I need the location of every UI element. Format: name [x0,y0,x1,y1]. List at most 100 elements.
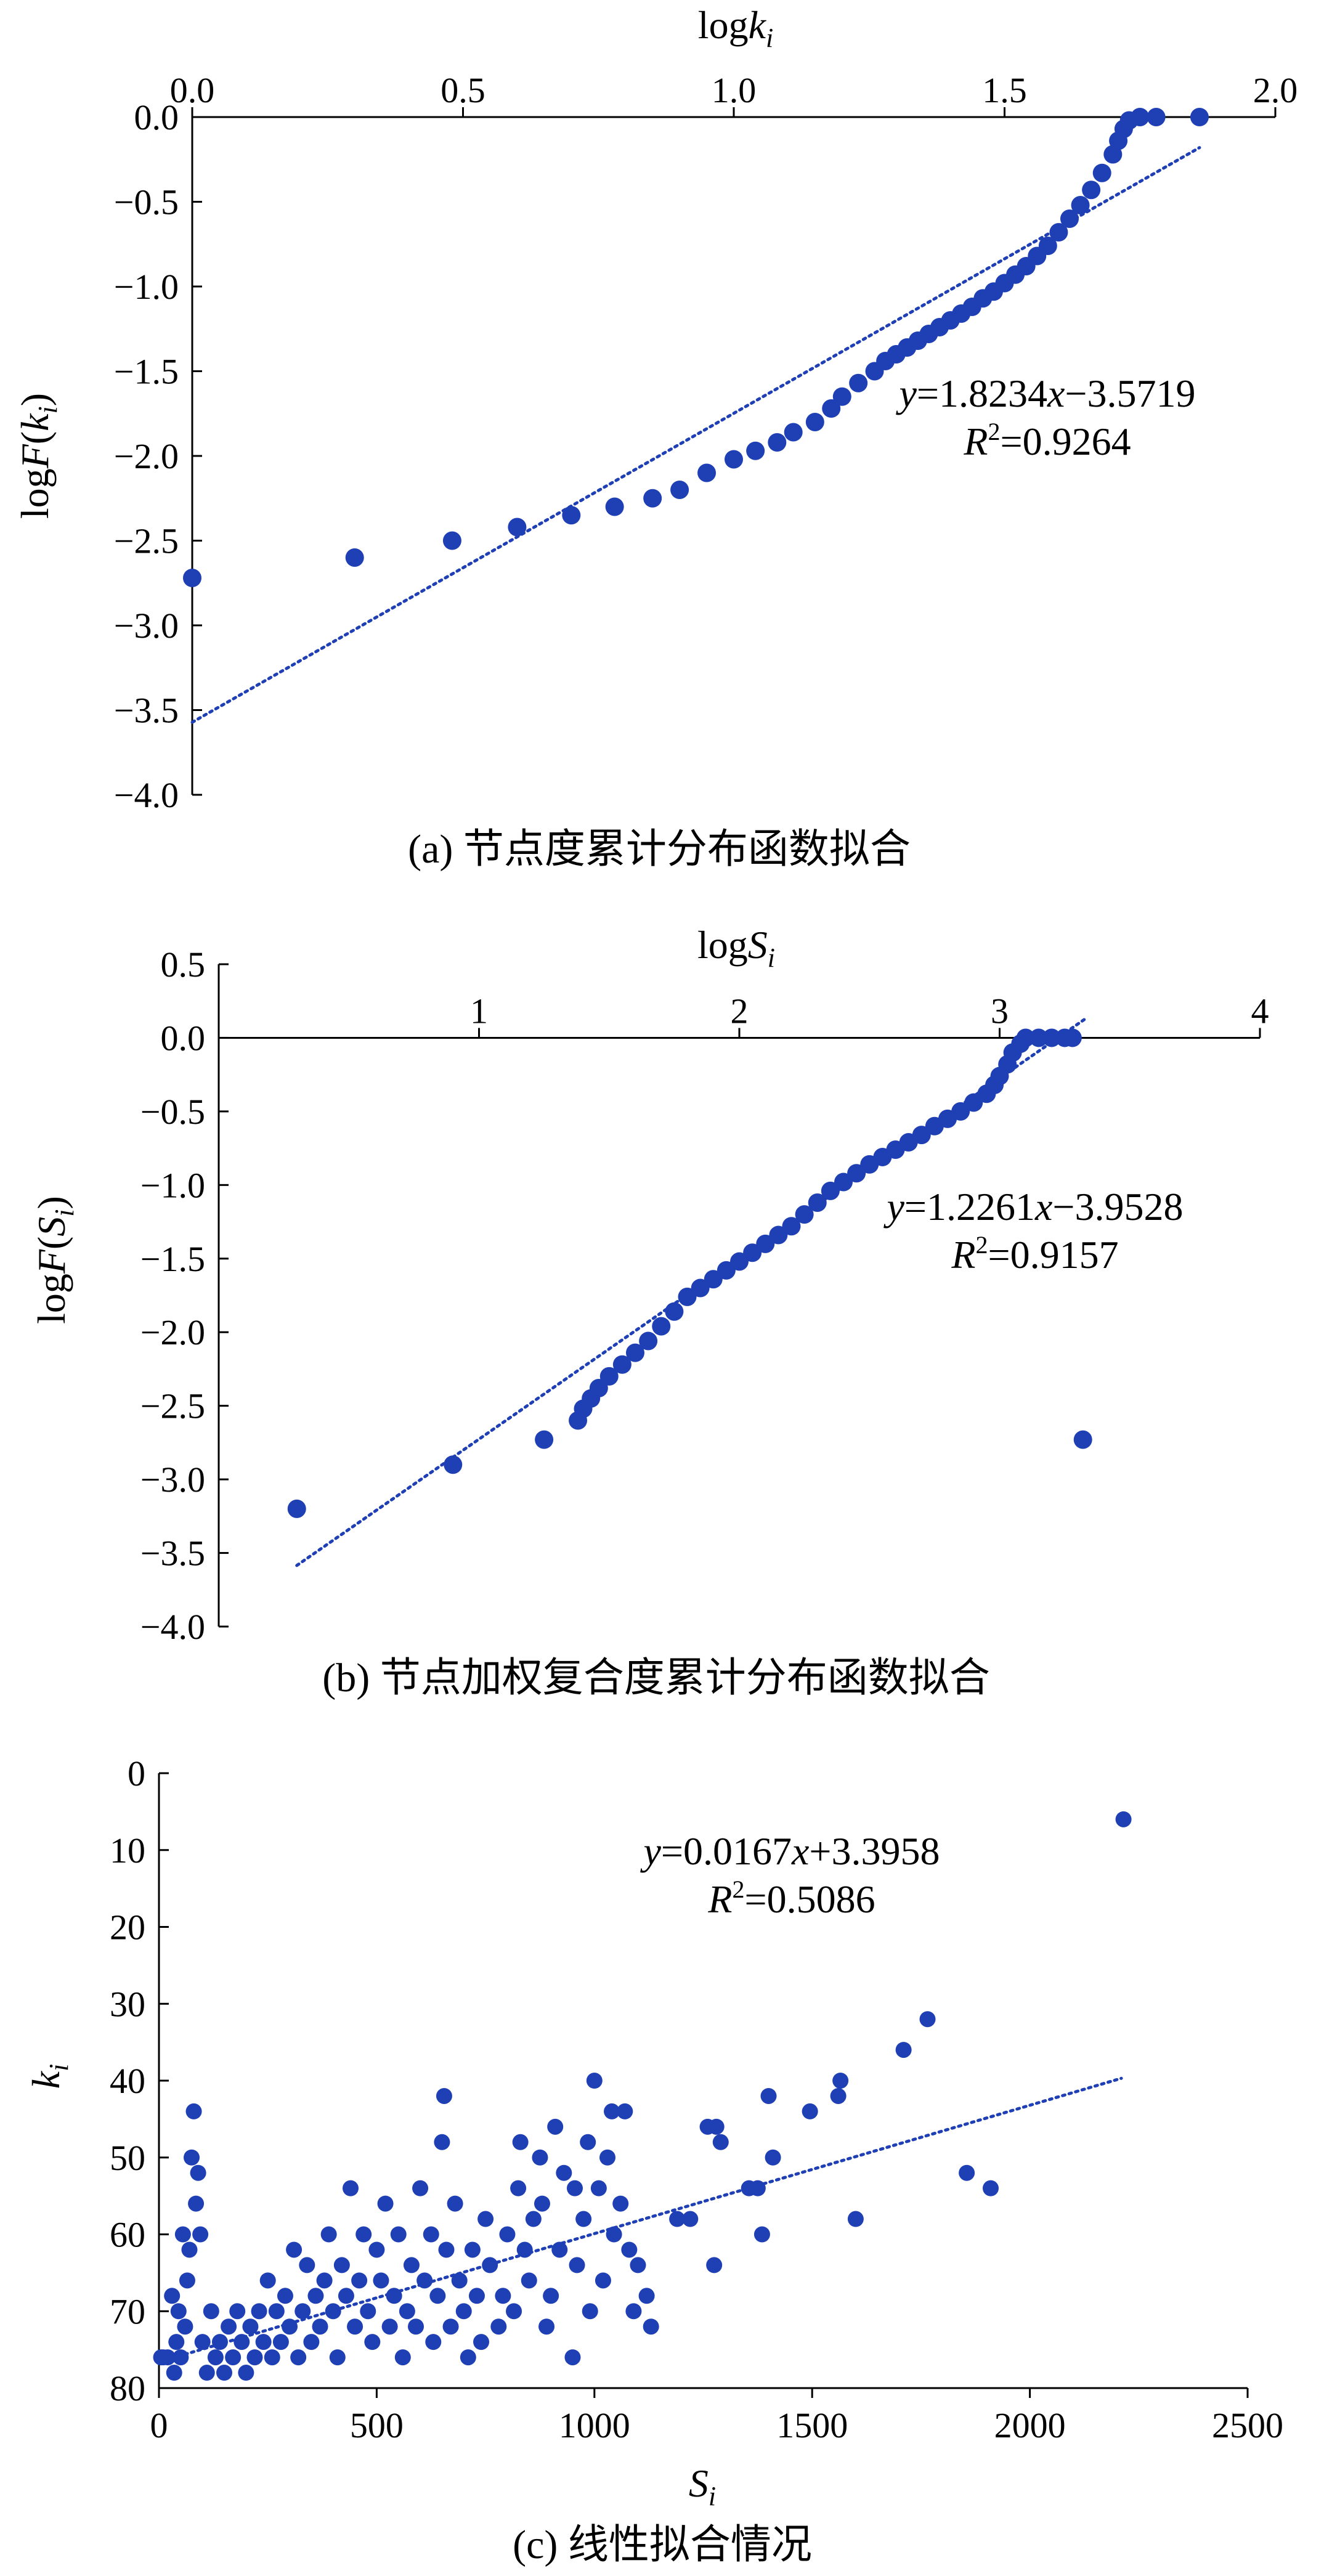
data-point [355,2226,372,2243]
data-point [516,2241,533,2258]
data-point [746,441,765,460]
x-tick-label: 1.0 [712,70,757,110]
data-point [394,2349,411,2366]
data-point [830,2087,847,2104]
data-point [652,1317,671,1336]
data-point [605,497,624,516]
fit-equation: y=0.0167x+3.3958 [640,1829,940,1873]
x-tick-label: 1 [470,991,488,1031]
data-point [166,2365,182,2381]
data-point [444,1455,463,1474]
data-point [423,2226,439,2243]
data-point [643,489,662,508]
data-point [408,2318,424,2335]
x-tick-label: 1000 [559,2405,630,2445]
data-point [525,2211,542,2227]
data-point [717,1261,736,1280]
data-point [1147,108,1166,126]
data-point [190,2164,206,2181]
data-point [543,2288,559,2304]
y-tick-label: −0.5 [114,182,179,222]
data-point [495,2288,511,2304]
data-point [1016,1028,1035,1047]
x-tick-label: 2 [731,991,749,1031]
data-point [919,2011,936,2028]
data-point [782,1217,801,1236]
data-point [765,2149,781,2166]
data-point [535,1430,554,1449]
x-axis-title: logSi [697,923,775,973]
data-point [272,2334,289,2350]
data-point [390,2226,407,2243]
data-point [403,2257,420,2273]
data-point [416,2272,433,2289]
data-point [184,2149,200,2166]
data-point [669,2211,686,2227]
data-point [170,2303,187,2320]
data-point [697,463,717,482]
y-tick-label: 20 [110,1908,145,1948]
y-tick-label: −1.5 [114,352,179,392]
y-axis-title: logF(ki) [13,393,63,519]
data-point [626,1343,644,1362]
data-point [1042,1028,1061,1047]
data-point [173,2349,189,2366]
data-point [612,2195,629,2212]
y-tick-label: −4.0 [140,1607,205,1647]
data-point [795,1205,814,1224]
data-point [706,2257,723,2273]
data-point [508,518,527,537]
data-point [238,2365,254,2381]
data-point [181,2241,198,2258]
data-point [286,2241,303,2258]
panel-caption: (c) 线性拟合情况 [513,2522,812,2567]
data-point [234,2334,250,2350]
y-tick-label: 10 [110,1830,145,1871]
y-tick-label: −4.0 [114,775,179,815]
data-point [805,413,824,431]
data-point [164,2288,181,2304]
data-point [211,2334,228,2350]
data-point [347,2318,363,2335]
x-tick-label: 0.5 [441,70,485,110]
data-point [595,2272,611,2289]
data-point [429,2288,446,2304]
y-axis-title: logF(Si) [30,1196,79,1324]
y-tick-label: 0.0 [161,1018,206,1058]
data-point [847,2211,864,2227]
data-point [373,2272,389,2289]
data-point [499,2226,516,2243]
data-point [185,2103,202,2119]
data-point [168,2334,185,2350]
fit-equation: y=1.8234x−3.5719 [896,372,1196,415]
data-point [547,2118,564,2135]
data-point [849,373,868,392]
data-point [1049,223,1068,242]
data-point [264,2349,280,2366]
data-point [338,2288,354,2304]
data-point [246,2349,263,2366]
data-point [368,2241,385,2258]
data-point [1063,1028,1082,1047]
data-point [203,2303,219,2320]
y-tick-label: −3.5 [140,1534,205,1574]
data-point [643,2318,659,2335]
data-point [207,2349,224,2366]
data-point [964,1093,983,1112]
y-tick-label: 0 [128,1753,145,1794]
data-point [912,1126,931,1145]
data-point [490,2318,507,2335]
data-point [242,2318,259,2335]
data-point [1038,237,1057,255]
data-point [704,1270,723,1289]
data-point [477,2211,494,2227]
data-point [290,2349,307,2366]
data-point [712,2134,729,2150]
data-point [743,1243,762,1262]
data-point [1092,163,1111,182]
data-point [590,2180,607,2196]
data-point [442,531,461,550]
data-point [604,2103,620,2119]
data-point [599,1367,619,1386]
